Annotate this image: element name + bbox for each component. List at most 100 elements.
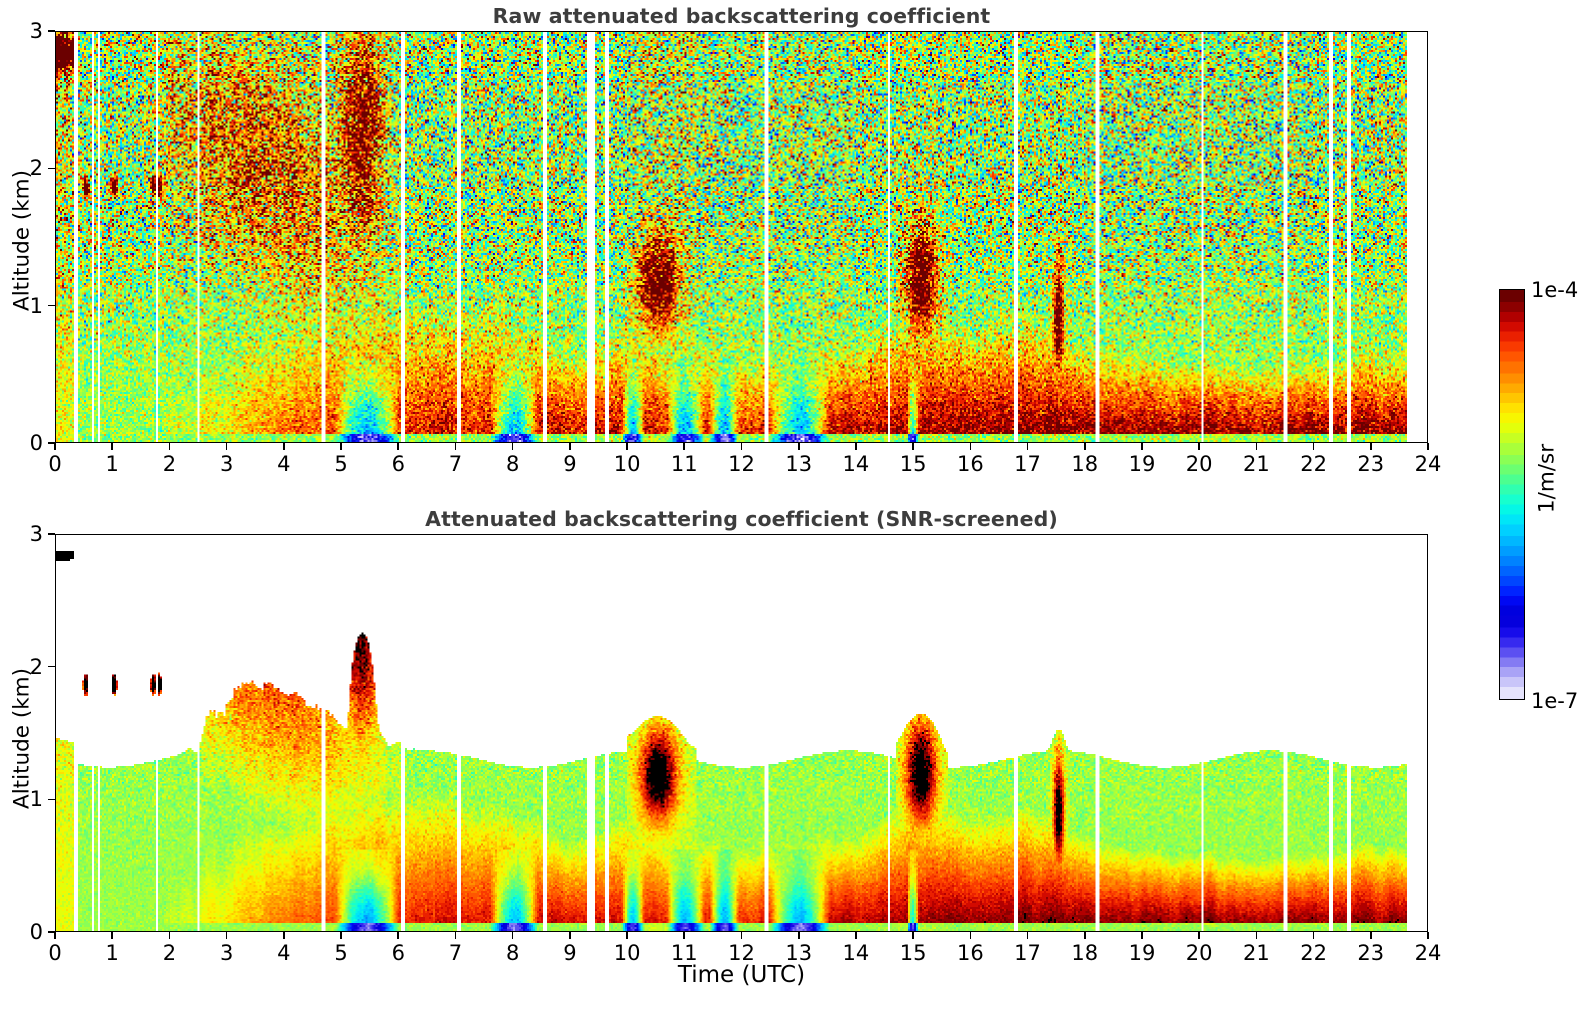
- x-tick-raw-0: [54, 443, 56, 450]
- x-tick-raw-13: [797, 443, 800, 450]
- heatmap-canvas-snr: [56, 535, 1427, 931]
- y-tick-label-snr-0: 0: [29, 920, 43, 944]
- x-tick-label-raw-8: 8: [505, 452, 520, 476]
- x-tick-label-raw-21: 21: [1243, 452, 1270, 476]
- x-tick-label-raw-5: 5: [334, 452, 348, 476]
- x-axis-title-time: Time (UTC): [677, 962, 806, 988]
- x-tick-raw-10: [626, 443, 628, 450]
- y-tick-snr-1: [48, 798, 55, 801]
- x-tick-label-raw-17: 17: [1014, 452, 1041, 476]
- x-tick-label-raw-19: 19: [1128, 452, 1156, 476]
- x-tick-label-snr-20: 20: [1185, 941, 1213, 965]
- y-tick-snr-0: [48, 931, 55, 933]
- x-tick-snr-15: [912, 932, 914, 939]
- y-tick-label-snr-3: 3: [29, 522, 43, 546]
- x-tick-label-raw-2: 2: [162, 452, 177, 476]
- x-tick-label-snr-11: 11: [670, 941, 698, 965]
- x-tick-label-raw-4: 4: [277, 452, 291, 476]
- x-tick-raw-11: [683, 443, 686, 450]
- x-tick-label-raw-3: 3: [219, 452, 234, 476]
- y-tick-label-raw-3: 3: [29, 19, 43, 43]
- x-tick-snr-17: [1026, 932, 1029, 939]
- x-tick-label-raw-18: 18: [1071, 452, 1099, 476]
- x-tick-label-snr-18: 18: [1071, 941, 1099, 965]
- x-tick-label-raw-7: 7: [448, 452, 463, 476]
- x-tick-label-snr-21: 21: [1243, 941, 1270, 965]
- heatmap-panel-snr[interactable]: [55, 534, 1428, 932]
- heatmap-panel-raw[interactable]: [55, 31, 1428, 443]
- x-tick-label-raw-9: 9: [563, 452, 577, 476]
- x-tick-raw-15: [912, 443, 914, 450]
- y-tick-snr-2: [48, 665, 55, 668]
- x-tick-snr-18: [1083, 932, 1086, 939]
- x-tick-label-raw-22: 22: [1300, 452, 1327, 476]
- x-tick-raw-22: [1312, 443, 1315, 450]
- x-tick-raw-7: [454, 443, 457, 450]
- x-tick-raw-5: [340, 443, 342, 450]
- x-tick-snr-22: [1312, 932, 1315, 939]
- x-tick-label-raw-24: 24: [1414, 452, 1442, 476]
- x-tick-snr-7: [454, 932, 457, 939]
- x-tick-raw-18: [1083, 443, 1086, 450]
- x-tick-raw-19: [1141, 443, 1143, 450]
- x-tick-label-snr-7: 7: [448, 941, 463, 965]
- x-tick-snr-24: [1427, 932, 1429, 939]
- colorbar-gradient: [1499, 289, 1525, 700]
- x-tick-label-snr-17: 17: [1014, 941, 1041, 965]
- y-tick-snr-3: [48, 533, 55, 535]
- x-tick-snr-5: [340, 932, 342, 939]
- x-tick-snr-23: [1369, 932, 1372, 939]
- x-tick-label-snr-12: 12: [728, 941, 755, 965]
- x-tick-label-snr-9: 9: [563, 941, 577, 965]
- x-tick-label-snr-13: 13: [785, 941, 813, 965]
- x-tick-raw-17: [1026, 443, 1029, 450]
- x-tick-label-raw-20: 20: [1185, 452, 1213, 476]
- x-tick-label-raw-16: 16: [956, 452, 984, 476]
- y-tick-label-snr-2: 2: [29, 654, 43, 679]
- x-tick-raw-21: [1255, 443, 1258, 450]
- x-tick-snr-4: [283, 932, 285, 939]
- x-tick-snr-11: [683, 932, 686, 939]
- x-tick-snr-6: [397, 932, 400, 939]
- x-tick-raw-9: [569, 443, 571, 450]
- x-tick-label-snr-14: 14: [842, 941, 870, 965]
- x-tick-raw-24: [1427, 443, 1429, 450]
- x-tick-label-snr-1: 1: [105, 941, 119, 965]
- x-tick-label-snr-16: 16: [956, 941, 984, 965]
- colorbar[interactable]: [1499, 289, 1525, 700]
- x-tick-label-raw-1: 1: [105, 452, 119, 476]
- x-tick-label-snr-19: 19: [1128, 941, 1156, 965]
- heatmap-canvas-raw: [56, 32, 1427, 442]
- x-tick-raw-12: [740, 443, 743, 450]
- x-tick-label-snr-2: 2: [162, 941, 177, 965]
- y-tick-label-raw-2: 2: [29, 156, 43, 181]
- colorbar-min-label: 1e-7: [1531, 689, 1579, 713]
- x-tick-label-raw-14: 14: [842, 452, 870, 476]
- x-tick-snr-0: [54, 932, 56, 939]
- x-tick-snr-14: [855, 932, 857, 939]
- x-tick-snr-21: [1255, 932, 1258, 939]
- colorbar-max-label: 1e-4: [1531, 278, 1579, 302]
- y-tick-label-raw-1: 1: [29, 293, 43, 318]
- x-tick-label-snr-0: 0: [48, 941, 62, 965]
- x-tick-label-raw-6: 6: [391, 452, 405, 476]
- x-tick-label-snr-24: 24: [1414, 941, 1442, 965]
- x-tick-label-raw-0: 0: [48, 452, 62, 476]
- x-tick-label-snr-10: 10: [613, 941, 641, 965]
- x-tick-raw-14: [855, 443, 857, 450]
- x-tick-label-raw-10: 10: [613, 452, 641, 476]
- x-tick-raw-4: [283, 443, 285, 450]
- y-tick-raw-3: [48, 30, 55, 32]
- x-tick-snr-2: [168, 932, 171, 939]
- colorbar-unit-label: 1/m/sr: [1534, 443, 1560, 514]
- x-tick-label-snr-23: 23: [1357, 941, 1385, 965]
- x-tick-label-raw-12: 12: [728, 452, 755, 476]
- x-tick-raw-16: [969, 443, 972, 450]
- x-tick-snr-8: [511, 932, 514, 939]
- x-tick-raw-20: [1198, 443, 1200, 450]
- x-tick-label-snr-22: 22: [1300, 941, 1327, 965]
- x-tick-raw-2: [168, 443, 171, 450]
- x-tick-label-snr-6: 6: [391, 941, 405, 965]
- x-tick-label-snr-4: 4: [277, 941, 291, 965]
